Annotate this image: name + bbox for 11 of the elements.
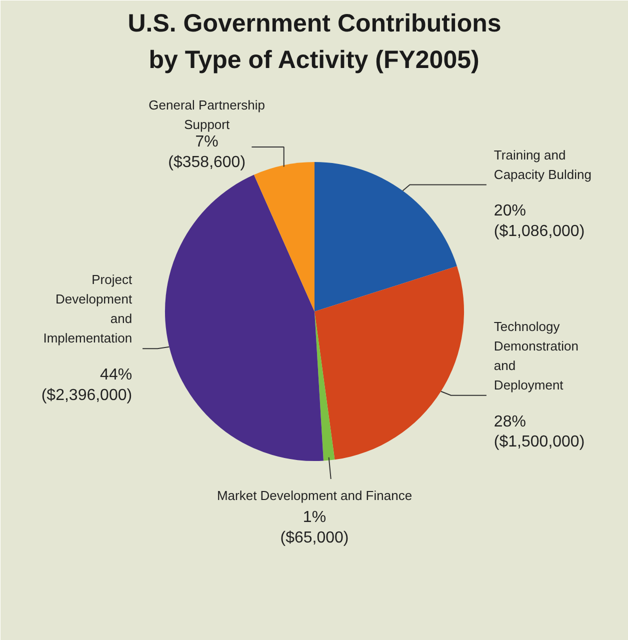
data-label: 44% ($2,396,000) [41,366,132,404]
data-label: 1% ($65,000) [280,508,349,546]
data-label: 7% ($358,600) [168,134,246,171]
slice-label: Technology Demonstration and Deployment [494,318,578,392]
data-label: 20% ($1,086,000) [494,202,585,240]
slice-label: Project Development and Implementation [43,272,132,346]
slice-label: General Partnership Support [148,98,266,132]
chart-title: U.S. Government Contributions by Type of Activity (FY2005) [128,9,502,74]
data-label: 28% ($1,500,000) [494,413,585,451]
slice-label: Training and Capacity Bulding [494,147,592,182]
slice-label: Market Development and Finance [216,488,412,503]
